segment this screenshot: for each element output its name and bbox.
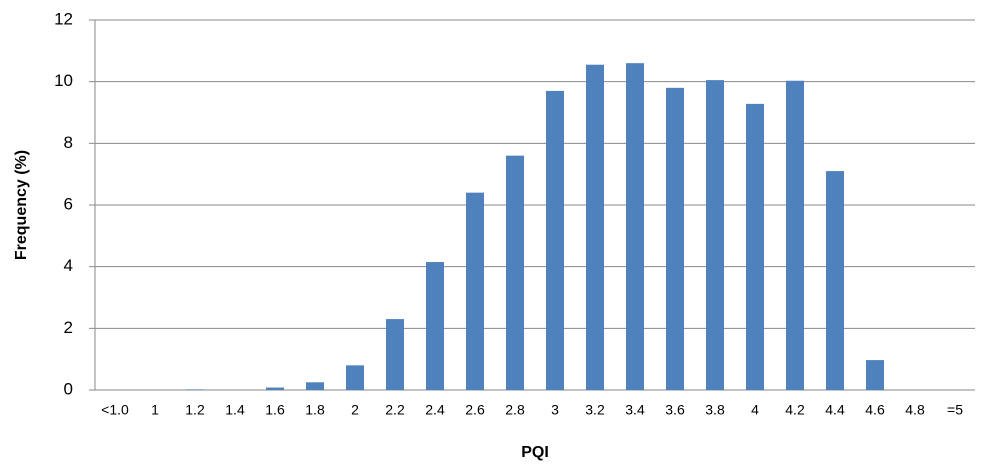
- x-tick-label: 3.4: [625, 402, 645, 418]
- bar: [746, 103, 764, 390]
- x-tick-label: <1.0: [101, 402, 129, 418]
- x-tick-label: 3: [551, 402, 559, 418]
- bar: [586, 64, 604, 390]
- x-axis-title: PQI: [521, 444, 549, 461]
- y-axis-title: Frequency (%): [13, 150, 30, 260]
- x-tick-label: 3.6: [665, 402, 685, 418]
- x-tick-label: 2: [351, 402, 359, 418]
- bar: [626, 63, 644, 391]
- x-tick-label: 1.8: [305, 402, 325, 418]
- x-tick-label: 2.4: [425, 402, 445, 418]
- x-tick-label: 1.4: [225, 402, 245, 418]
- y-tick-label: 12: [54, 9, 73, 28]
- x-tick-label: 4.8: [905, 402, 925, 418]
- x-tick-label: 4.4: [825, 402, 845, 418]
- y-tick-label: 2: [64, 318, 73, 337]
- bar: [306, 382, 324, 390]
- x-tick-label: 2.6: [465, 402, 485, 418]
- bar: [786, 80, 804, 390]
- bar: [266, 387, 284, 390]
- bar: [426, 262, 444, 390]
- bar: [466, 192, 484, 390]
- bar: [706, 80, 724, 390]
- x-tick-label: 1.2: [185, 402, 205, 418]
- x-tick-label: 3.2: [585, 402, 605, 418]
- x-tick-label: 4: [751, 402, 759, 418]
- bar: [186, 389, 204, 390]
- y-tick-label: 0: [64, 379, 73, 398]
- bar: [826, 171, 844, 390]
- x-tick-label: 2.2: [385, 402, 405, 418]
- bar: [546, 90, 564, 391]
- y-tick-label: 6: [64, 194, 73, 213]
- y-tick-label: 4: [64, 256, 73, 275]
- bar: [866, 360, 884, 390]
- x-tick-label: 1: [151, 402, 159, 418]
- bar: [386, 319, 404, 390]
- x-tick-label: 3.8: [705, 402, 725, 418]
- bar: [666, 87, 684, 390]
- x-tick-label: 1.6: [265, 402, 285, 418]
- x-tick-label: 4.2: [785, 402, 805, 418]
- y-tick-label: 10: [54, 71, 73, 90]
- y-tick-label: 8: [64, 133, 73, 152]
- bar: [346, 365, 364, 390]
- x-tick-label: 2.8: [505, 402, 525, 418]
- x-tick-label: =5: [947, 402, 963, 418]
- x-tick-label: 4.6: [865, 402, 885, 418]
- bar: [506, 155, 524, 390]
